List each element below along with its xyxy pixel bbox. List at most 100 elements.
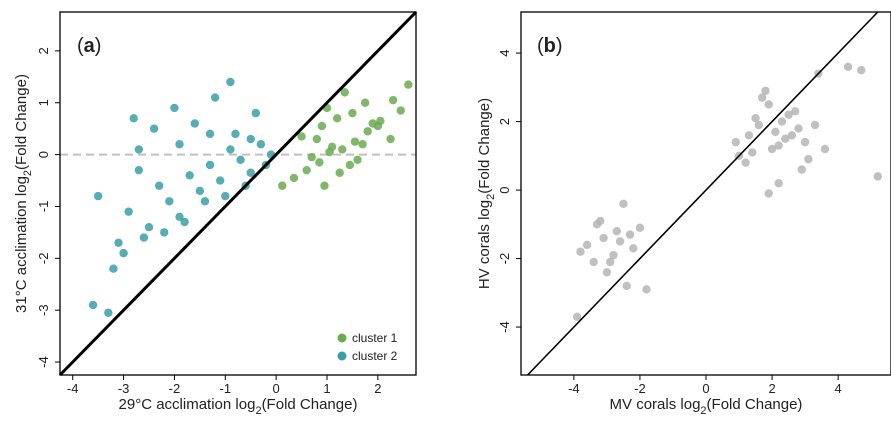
data-point (200, 197, 210, 206)
data-point (246, 168, 255, 177)
x-tick-label: 1 (323, 381, 330, 396)
data-point (109, 264, 118, 273)
data-point (368, 119, 377, 128)
panel-label-letter: a (84, 35, 96, 57)
x-tick-label: -4 (67, 381, 79, 396)
x-axis-label: MV corals log2(Fold Change) (610, 396, 803, 416)
x-axis-label: 29°C acclimation log2(Fold Change) (119, 396, 358, 416)
data-point (810, 120, 820, 130)
x-tick-label: 2 (768, 381, 775, 396)
data-point (320, 181, 329, 190)
data-point (139, 233, 149, 242)
data-point (619, 199, 628, 208)
data-point (312, 134, 322, 144)
data-point (251, 108, 260, 118)
data-point (599, 233, 608, 243)
y-axis-label-subscript: 2 (485, 194, 497, 200)
data-point (348, 108, 357, 118)
data-point (797, 165, 807, 174)
data-point (160, 228, 169, 237)
data-point (246, 134, 255, 144)
x-axis-label-text: MV corals log (610, 396, 701, 413)
y-tick-label: -2 (497, 253, 512, 265)
data-point (175, 212, 184, 222)
data-point (154, 181, 164, 190)
y-axis-label-suffix: (Fold Change) (476, 98, 493, 194)
data-point (754, 120, 764, 130)
data-point (350, 137, 360, 146)
series-points (572, 62, 882, 321)
y-axis-label-text: HV corals log (476, 200, 493, 289)
x-tick-label: 0 (273, 381, 280, 396)
data-point (777, 117, 787, 126)
data-point (180, 217, 189, 227)
data-point (602, 268, 612, 277)
data-point (741, 158, 750, 167)
data-point (820, 144, 830, 154)
x-tick-label: -2 (634, 381, 646, 396)
data-point (338, 145, 347, 154)
data-point (317, 121, 327, 131)
y-tick-label: 2 (36, 47, 51, 54)
y-tick-label: 1 (36, 99, 51, 106)
identity-line (58, 10, 418, 377)
data-point (134, 165, 144, 175)
data-point (129, 114, 138, 123)
data-point (149, 124, 159, 133)
x-axis-label-subscript: 2 (700, 405, 706, 416)
y-tick-label: 0 (497, 186, 512, 193)
data-point (642, 285, 651, 294)
data-point (165, 197, 174, 206)
data-point (748, 148, 757, 157)
data-point (843, 62, 853, 71)
y-tick-label: -3 (36, 304, 51, 316)
y-axis-label: 31°C acclimation log2(Fold Change) (13, 74, 34, 313)
panel-label-letter: b (544, 35, 556, 57)
data-point (622, 281, 631, 291)
data-point (615, 237, 625, 246)
data-point (404, 80, 413, 89)
y-tick-label: 0 (36, 151, 51, 158)
panel-label-open: ( (537, 35, 544, 57)
data-point (771, 127, 780, 137)
series-cluster-2 (88, 77, 276, 317)
x-tick-label: 0 (702, 381, 709, 396)
data-point (190, 119, 199, 128)
data-point (256, 140, 266, 149)
data-point (731, 137, 740, 147)
data-point (221, 191, 230, 201)
data-point (363, 127, 372, 136)
x-axis-label-suffix: (Fold Change) (707, 396, 803, 413)
panel-label: (b) (537, 35, 563, 57)
data-point (873, 172, 882, 181)
y-tick-label: 4 (497, 49, 512, 56)
data-point (386, 134, 395, 144)
y-tick-label: -4 (36, 356, 51, 368)
data-point (596, 216, 605, 226)
data-point (764, 100, 773, 109)
panel-a: -4 -3 -2 -1 0 1 2 -4 -3 -2 -1 0 1 2 (a) 29°C acclimatio… (13, 10, 418, 417)
data-point (781, 134, 790, 143)
x-tick-label: 4 (835, 381, 842, 396)
x-tick-label: -3 (118, 381, 130, 396)
data-point (757, 93, 767, 102)
data-point (388, 95, 398, 105)
data-point (609, 250, 618, 260)
y-tick-label: -1 (36, 201, 51, 213)
x-axis-label-subscript: 2 (255, 405, 261, 416)
data-point (205, 160, 215, 170)
data-point (635, 223, 645, 232)
x-axis-label-text: 29°C acclimation log (119, 396, 256, 413)
panel-label: (a) (77, 35, 101, 57)
data-point (104, 308, 113, 317)
data-point (124, 207, 133, 216)
y-tick-label: -4 (497, 321, 512, 333)
data-point (857, 66, 866, 75)
legend-marker (337, 351, 347, 361)
data-point (297, 132, 306, 141)
x-tick-label: 2 (374, 381, 381, 396)
y-tick-label: -2 (36, 253, 51, 265)
data-point (289, 173, 299, 183)
y-axis-label: HV corals log2(Fold Change) (476, 98, 497, 289)
